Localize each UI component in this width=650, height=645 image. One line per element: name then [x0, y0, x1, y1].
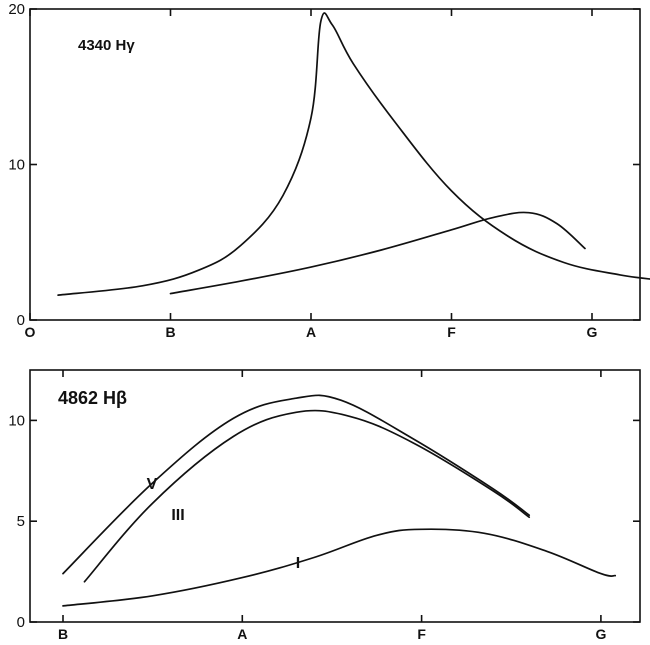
series-label: III	[171, 507, 184, 524]
x-tick-label: F	[417, 626, 426, 642]
y-tick-label: 0	[17, 312, 25, 329]
series-line-2	[169, 211, 586, 295]
series-line-iii	[83, 409, 531, 583]
x-tick-label: F	[447, 324, 456, 340]
series-line-1	[57, 12, 650, 296]
chart-title: 4862 Hβ	[58, 388, 127, 408]
y-tick-label: 20	[8, 1, 25, 18]
plot-frame	[29, 8, 641, 321]
y-tick-label: 5	[17, 513, 25, 530]
series-line-v	[62, 394, 531, 575]
x-tick-label: G	[587, 324, 598, 340]
x-tick-label: B	[165, 324, 175, 340]
y-tick-label: 0	[17, 614, 25, 631]
series-label: V	[147, 476, 158, 493]
x-tick-label: A	[237, 626, 247, 642]
series-line-i	[62, 528, 617, 607]
y-tick-label: 10	[8, 412, 25, 429]
panel-hgamma: 0 10 20 O B A F G 4340 Hγ	[8, 1, 650, 340]
chart-title: 4340 Hγ	[78, 37, 135, 54]
x-tick-label: B	[58, 626, 68, 642]
x-tick-label: O	[25, 324, 36, 340]
x-tick-label: A	[306, 324, 316, 340]
x-tick-label: G	[595, 626, 606, 642]
y-tick-label: 10	[8, 157, 25, 174]
series-label: I	[296, 555, 300, 572]
plot-frame	[29, 369, 641, 623]
